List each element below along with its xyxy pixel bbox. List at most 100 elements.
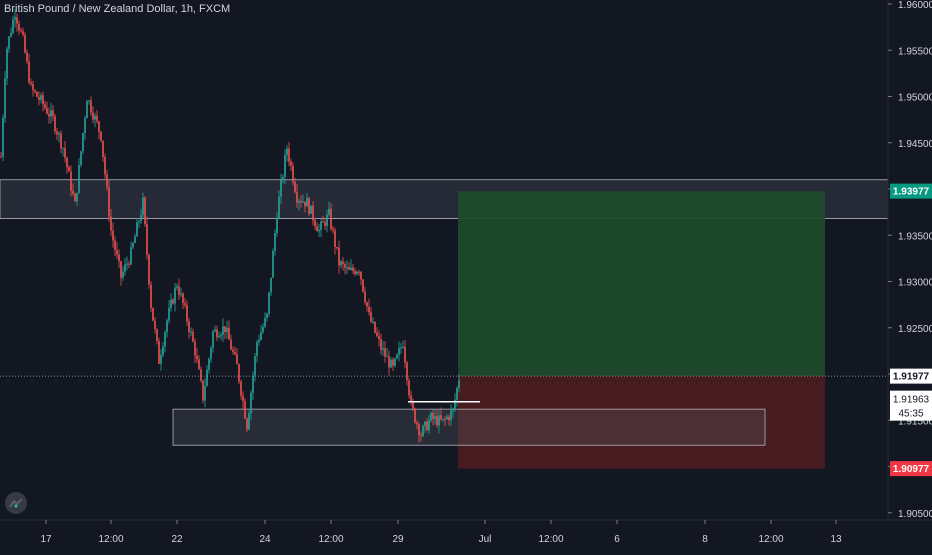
candle-body (362, 279, 364, 292)
candle-body (40, 95, 42, 100)
candle-body (308, 198, 310, 214)
candle-body (92, 112, 94, 120)
candle-body (74, 193, 76, 202)
candle-body (390, 359, 392, 368)
target-price-label: 1.93977 (893, 187, 930, 198)
candle-body (160, 355, 162, 364)
candle-body (66, 157, 68, 168)
candle-body (234, 351, 236, 355)
candle-body (358, 271, 360, 273)
candle-body (380, 339, 382, 350)
candle-body (24, 34, 26, 53)
candle-body (68, 167, 70, 172)
candle-body (112, 230, 114, 241)
candle-body (16, 17, 18, 24)
candle-body (446, 416, 448, 419)
candle-body (106, 174, 108, 188)
tradingview-logo-icon[interactable] (5, 492, 27, 514)
candle-body (418, 424, 420, 436)
candle-body (128, 263, 130, 265)
current-price-badge-bg (890, 390, 932, 421)
candle-body (324, 222, 326, 226)
candle-body (44, 104, 46, 108)
candle-body (430, 412, 432, 421)
candle-body (150, 284, 152, 308)
stop-price-label-bg (890, 461, 932, 477)
candle-body (216, 329, 218, 338)
candle-body (182, 293, 184, 304)
candle-body (192, 331, 194, 342)
candle-body (318, 229, 320, 232)
candle-body (76, 192, 78, 202)
candle-body (60, 133, 62, 149)
profit-zone (458, 191, 825, 377)
time-tick-label: 12:00 (318, 534, 343, 545)
candle-body (146, 224, 148, 255)
candle-body (172, 299, 174, 304)
price-tick-label: 1.94500 (898, 139, 932, 150)
candle-body (326, 214, 328, 226)
candle-body (6, 48, 8, 79)
price-tick-label: 1.93000 (898, 278, 932, 289)
logo-glyph-icon (9, 498, 23, 508)
candle-body (206, 369, 208, 387)
candle-body (0, 156, 2, 158)
candle-body (272, 251, 274, 278)
support-zone (172, 408, 766, 446)
time-tick-label: 6 (614, 534, 620, 545)
candle-body (142, 197, 144, 215)
candle-body (336, 247, 338, 249)
candle-body (434, 416, 436, 419)
candle-body (34, 90, 36, 92)
candle-body (218, 336, 220, 338)
candle-body (140, 214, 142, 222)
candle-body (426, 421, 428, 431)
price-tick-label: 1.95500 (898, 46, 932, 57)
entry-price-label-bg (890, 368, 932, 384)
candle-body (286, 148, 288, 156)
candle-body (264, 318, 266, 327)
candle-body (436, 416, 438, 426)
candle-body (352, 267, 354, 271)
candle-body (26, 52, 28, 62)
candle-body (414, 408, 416, 423)
candle-body (162, 346, 164, 356)
candle-body (188, 321, 190, 332)
candle-body (110, 216, 112, 231)
candle-body (12, 19, 14, 33)
candle-body (42, 95, 44, 105)
candle-body (402, 346, 404, 348)
candle-body (120, 261, 122, 278)
candle-body (448, 416, 450, 421)
candle-body (422, 426, 424, 436)
candle-body (148, 254, 150, 285)
candle-body (306, 198, 308, 207)
candle-body (98, 121, 100, 132)
time-tick-label: 24 (259, 534, 271, 545)
candle-body (424, 421, 426, 427)
candle-body (186, 305, 188, 322)
candle-body (382, 348, 384, 350)
price-axis[interactable]: 1.960001.955001.950001.945001.940001.935… (887, 0, 932, 550)
candle-body (114, 240, 116, 251)
candle-body (302, 201, 304, 203)
candle-body (408, 380, 410, 396)
time-axis[interactable]: 17 12:00 22 24 12:00 29 Jul 12:00 6 8 12:00 13 (0, 519, 932, 550)
candle-body (258, 339, 260, 343)
candle-body (458, 380, 460, 388)
candle-body (180, 293, 182, 295)
candle-body (334, 230, 336, 248)
candle-body (432, 412, 434, 419)
candle-body (196, 355, 198, 360)
candle-body (170, 299, 172, 308)
candle-body (164, 332, 166, 347)
candle-body (32, 84, 34, 91)
candle-body (274, 233, 276, 252)
candle-body (386, 356, 388, 358)
candle-body (298, 200, 300, 203)
candle-body (100, 131, 102, 141)
price-tick-label: 1.90500 (898, 509, 932, 520)
candle-body (166, 320, 168, 333)
candle-body (158, 341, 160, 364)
